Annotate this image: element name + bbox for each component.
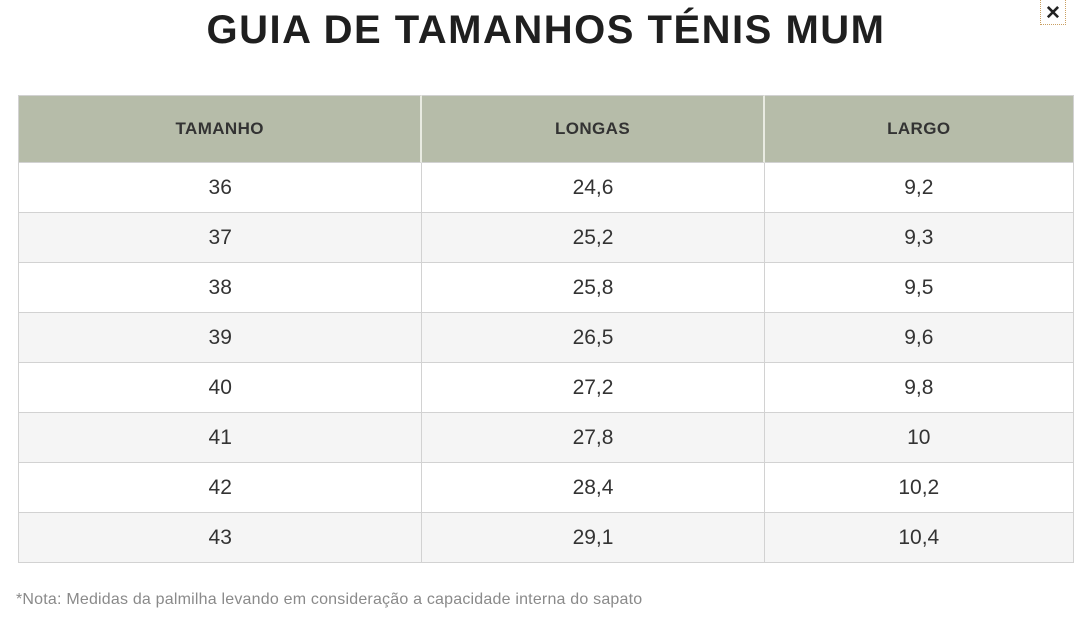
cell-longas: 26,5 <box>422 313 765 363</box>
cell-tamanho: 40 <box>18 363 423 413</box>
cell-longas: 27,2 <box>422 363 765 413</box>
table-row: 40 27,2 9,8 <box>18 363 1074 413</box>
table-row: 39 26,5 9,6 <box>18 313 1074 363</box>
modal-title: GUIA DE TAMANHOS TÉNIS MUM <box>206 8 886 52</box>
size-guide-table: TAMANHO LONGAS LARGO 36 24,6 9,2 37 25,2… <box>18 95 1074 563</box>
cell-tamanho: 37 <box>18 213 423 263</box>
cell-largo: 9,2 <box>764 163 1074 213</box>
column-header-longas: LONGAS <box>422 95 765 163</box>
table-row: 43 29,1 10,4 <box>18 513 1074 563</box>
table-row: 41 27,8 10 <box>18 413 1074 463</box>
column-header-tamanho: TAMANHO <box>18 95 423 163</box>
cell-largo: 9,6 <box>764 313 1074 363</box>
cell-longas: 29,1 <box>422 513 765 563</box>
table-row: 42 28,4 10,2 <box>18 463 1074 513</box>
table-row: 36 24,6 9,2 <box>18 163 1074 213</box>
column-header-largo: LARGO <box>764 95 1074 163</box>
cell-largo: 9,8 <box>764 363 1074 413</box>
close-button[interactable]: ✕ <box>1040 0 1066 25</box>
cell-largo: 10,2 <box>764 463 1074 513</box>
cell-tamanho: 36 <box>18 163 423 213</box>
footnote: *Nota: Medidas da palmilha levando em co… <box>16 591 643 608</box>
cell-tamanho: 43 <box>18 513 423 563</box>
cell-tamanho: 38 <box>18 263 423 313</box>
cell-longas: 27,8 <box>422 413 765 463</box>
cell-largo: 10 <box>764 413 1074 463</box>
cell-largo: 9,5 <box>764 263 1074 313</box>
table-row: 37 25,2 9,3 <box>18 213 1074 263</box>
size-guide-table-container: TAMANHO LONGAS LARGO 36 24,6 9,2 37 25,2… <box>18 95 1074 563</box>
table-row: 38 25,8 9,5 <box>18 263 1074 313</box>
cell-tamanho: 42 <box>18 463 423 513</box>
cell-longas: 25,8 <box>422 263 765 313</box>
cell-tamanho: 41 <box>18 413 423 463</box>
cell-longas: 24,6 <box>422 163 765 213</box>
cell-longas: 28,4 <box>422 463 765 513</box>
cell-longas: 25,2 <box>422 213 765 263</box>
cell-tamanho: 39 <box>18 313 423 363</box>
cell-largo: 10,4 <box>764 513 1074 563</box>
close-icon: ✕ <box>1045 2 1061 24</box>
table-header-row: TAMANHO LONGAS LARGO <box>18 95 1074 163</box>
cell-largo: 9,3 <box>764 213 1074 263</box>
